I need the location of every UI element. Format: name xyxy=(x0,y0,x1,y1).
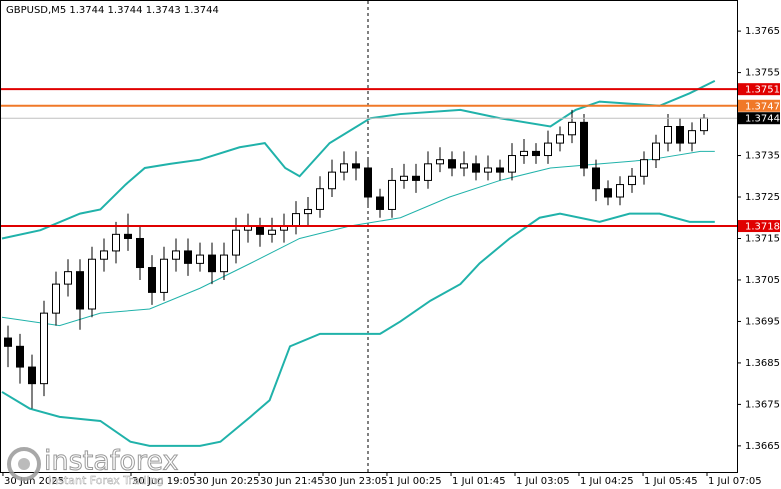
candle-body xyxy=(604,188,612,198)
candle-body xyxy=(316,188,324,210)
candle-body xyxy=(544,142,552,157)
x-tick-label: 30 Jun 23:05 xyxy=(324,476,388,487)
x-tick-label: 1 Jul 00:25 xyxy=(388,476,442,487)
candle-body xyxy=(448,159,456,169)
x-tick-label: 1 Jul 01:45 xyxy=(452,476,506,487)
level-label: 1.3718 xyxy=(745,222,780,233)
level-label: 1.3751 xyxy=(745,85,780,96)
candle-body xyxy=(412,175,420,181)
candle-body xyxy=(340,163,348,173)
candle-body xyxy=(304,208,312,215)
bollinger-band xyxy=(1,79,716,240)
x-tick-label: 1 Jul 03:05 xyxy=(516,476,570,487)
candle-body xyxy=(688,130,696,144)
candle-body xyxy=(16,345,24,368)
candle-body xyxy=(628,175,636,186)
candle-body xyxy=(640,159,648,177)
candle-body xyxy=(592,167,600,190)
x-tick-label: 1 Jul 04:25 xyxy=(580,476,634,487)
candle-body xyxy=(148,267,156,293)
x-tick-label: 30 Jun 19:05 xyxy=(132,476,196,487)
candle-body xyxy=(220,254,228,273)
candle-body xyxy=(484,167,492,173)
candle-body xyxy=(184,250,192,264)
logo-ring xyxy=(7,447,41,481)
watermark-tagline: Instant Forex Trading xyxy=(48,474,164,487)
candle-body xyxy=(52,283,60,314)
candle-body xyxy=(664,126,672,144)
candle-body xyxy=(136,237,144,269)
candle-body xyxy=(676,126,684,144)
candle-body xyxy=(376,196,384,210)
marks xyxy=(1,79,737,447)
candle-body xyxy=(556,134,564,144)
candle-body xyxy=(76,271,84,310)
x-tick-label: 1 Jul 05:45 xyxy=(644,476,698,487)
chart-title: GBPUSD,M5 1.3744 1.3744 1.3743 1.3744 xyxy=(6,5,219,16)
candle-body xyxy=(160,258,168,293)
candle-body xyxy=(112,233,120,252)
y-tick-label: 1.3725 xyxy=(745,192,780,203)
y-tick-label: 1.3735 xyxy=(745,151,780,162)
level-label-box xyxy=(738,99,780,112)
bollinger-band xyxy=(1,150,715,327)
candle-body xyxy=(472,163,480,173)
candle-body xyxy=(568,121,576,136)
candle-body xyxy=(652,142,660,161)
x-tick-label: 1 Jul 07:05 xyxy=(708,476,762,487)
candle-body xyxy=(400,175,408,181)
watermark: instaforex Instant Forex Trading xyxy=(7,445,179,487)
candle-body xyxy=(700,117,708,132)
candle-body xyxy=(28,366,36,385)
watermark-brand: instaforex xyxy=(44,446,178,477)
level-label: 1.3744 xyxy=(745,114,780,125)
y-tick-label: 1.3755 xyxy=(745,68,780,79)
candle-body xyxy=(388,179,396,210)
level-label-box xyxy=(738,220,780,233)
candle-body xyxy=(496,167,504,173)
candle-body xyxy=(580,121,588,169)
candle-body xyxy=(4,337,12,347)
candle-body xyxy=(64,271,72,285)
candle-body xyxy=(88,258,96,310)
y-tick-label: 1.3675 xyxy=(745,399,780,410)
y-tick-label: 1.3715 xyxy=(745,233,780,244)
y-tick-label: 1.3765 xyxy=(745,26,780,37)
candle-body xyxy=(520,150,528,157)
x-tick-label: 30 Jun 20:25 xyxy=(196,476,260,487)
candle-body xyxy=(40,312,48,385)
bollinger-band xyxy=(1,212,715,447)
candle-body xyxy=(268,229,276,235)
candle-body xyxy=(196,254,204,264)
candle-body xyxy=(124,233,132,239)
candle-body xyxy=(208,254,216,273)
level-label-box xyxy=(738,83,780,96)
candle-body xyxy=(364,167,372,198)
candle-body xyxy=(352,163,360,169)
candle-body xyxy=(460,163,468,169)
y-tick-label: 1.3705 xyxy=(745,275,780,286)
candle-body xyxy=(532,150,540,157)
x-tick-label: 30 Jun 2025 xyxy=(4,476,64,487)
candle-body xyxy=(172,250,180,260)
y-tick-label: 1.3695 xyxy=(745,316,780,327)
candle-body xyxy=(100,250,108,260)
x-tick-label: 30 Jun 21:45 xyxy=(260,476,324,487)
candle-body xyxy=(616,184,624,198)
candle-body xyxy=(424,163,432,181)
candle-body xyxy=(508,155,516,173)
y-tick-label: 1.3665 xyxy=(745,441,780,452)
logo-dot xyxy=(18,458,30,470)
level-label: 1.3747 xyxy=(745,101,780,112)
level-label-box xyxy=(738,112,780,125)
candle-body xyxy=(328,171,336,190)
y-tick-label: 1.3685 xyxy=(745,358,780,369)
candle-body xyxy=(232,229,240,256)
plot-frame xyxy=(0,0,738,473)
candle-body xyxy=(436,159,444,165)
candle-body xyxy=(256,225,264,235)
candle-body xyxy=(292,213,300,227)
